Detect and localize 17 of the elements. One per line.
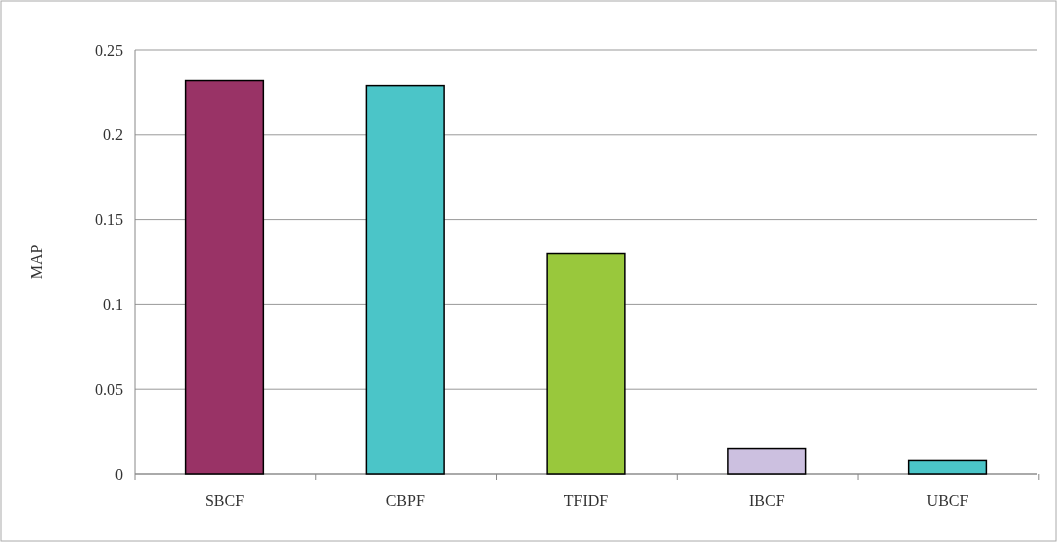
y-axis-title: MAP bbox=[28, 244, 45, 280]
y-tick-label: 0.1 bbox=[103, 296, 123, 313]
y-tick-label: 0.2 bbox=[103, 126, 123, 144]
y-tick-label: 0 bbox=[115, 465, 123, 483]
x-tick-label: TFIDF bbox=[563, 492, 609, 509]
bar bbox=[727, 447, 807, 475]
x-tick-label: UBCF bbox=[926, 492, 969, 509]
x-tick-label: SBCF bbox=[204, 492, 245, 509]
bar bbox=[907, 459, 988, 475]
x-tick-label: CBPF bbox=[385, 492, 425, 509]
bar bbox=[184, 79, 265, 475]
y-tick-label: 0.25 bbox=[95, 41, 123, 59]
y-tick-label: 0.15 bbox=[95, 211, 123, 229]
bar bbox=[546, 252, 626, 475]
y-tick-label: 0.05 bbox=[95, 380, 123, 398]
bar bbox=[365, 84, 445, 475]
x-tick-label: IBCF bbox=[748, 492, 785, 509]
